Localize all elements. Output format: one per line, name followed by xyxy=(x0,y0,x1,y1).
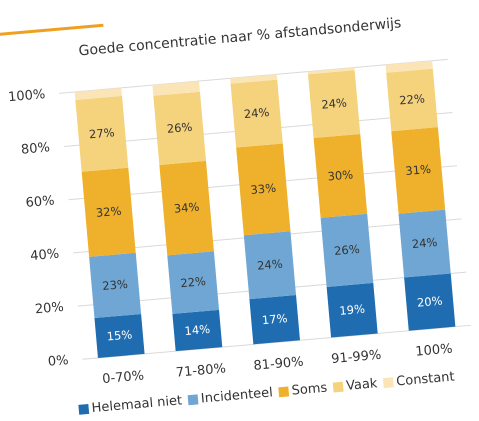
legend-label: Soms xyxy=(291,381,328,399)
data-label: 30% xyxy=(327,167,354,183)
bar-segment xyxy=(398,209,451,278)
bar-segment xyxy=(75,95,129,172)
bar-segment xyxy=(313,133,368,218)
y-tick-label: 100% xyxy=(8,87,46,105)
y-tick-label: 80% xyxy=(20,140,50,157)
bar-segment xyxy=(230,79,283,148)
bar-segment xyxy=(230,74,278,84)
bar-segment xyxy=(243,231,297,300)
bar-segment xyxy=(89,252,142,319)
y-tick-label: 60% xyxy=(25,193,55,210)
accent-line xyxy=(0,23,104,39)
legend-swatch xyxy=(382,377,394,389)
legend-swatch xyxy=(187,394,199,406)
data-label: 22% xyxy=(399,91,426,107)
bar-segment xyxy=(386,68,438,132)
data-label: 27% xyxy=(88,125,115,141)
x-tick-label: 0-70% xyxy=(102,369,145,388)
bar-segment xyxy=(236,143,291,236)
bar-segment xyxy=(167,251,220,314)
data-label: 24% xyxy=(411,235,438,251)
data-label: 14% xyxy=(184,322,211,338)
x-tick-label: 100% xyxy=(415,342,453,360)
legend-swatch xyxy=(278,386,290,398)
bar-segment xyxy=(159,160,214,256)
x-tick-label: 91-99% xyxy=(331,348,382,367)
data-label: 34% xyxy=(173,200,200,216)
bar-segment xyxy=(172,309,223,352)
data-label: 22% xyxy=(180,274,207,290)
y-tick-label: 20% xyxy=(34,300,64,317)
bar-segment xyxy=(249,295,300,345)
bar-segment xyxy=(320,213,374,288)
legend-label: Incidenteel xyxy=(200,385,273,406)
data-label: 26% xyxy=(334,242,361,258)
bar-segment xyxy=(326,282,378,338)
bar-segment xyxy=(404,273,456,331)
y-tick-label: 0% xyxy=(47,353,69,370)
legend-swatch xyxy=(332,381,344,393)
data-label: 20% xyxy=(416,294,443,310)
bar-segment xyxy=(94,313,145,358)
bar-segment xyxy=(81,167,136,257)
bar-segment xyxy=(308,70,361,139)
data-label: 32% xyxy=(95,204,122,220)
bar-segment xyxy=(385,60,433,73)
legend-label: Vaak xyxy=(345,376,378,394)
data-label: 15% xyxy=(106,327,133,343)
data-label: 19% xyxy=(339,302,366,318)
data-label: 33% xyxy=(250,181,277,197)
data-label: 24% xyxy=(243,105,270,121)
x-tick-label: 71-80% xyxy=(175,361,226,380)
data-label: 23% xyxy=(102,277,129,293)
legend-label: Constant xyxy=(396,369,456,389)
bar-segment xyxy=(307,67,355,75)
x-tick-label: 81-90% xyxy=(253,355,304,374)
y-tick-label: 40% xyxy=(30,247,60,264)
data-label: 24% xyxy=(257,257,284,273)
bar-segment xyxy=(153,91,206,165)
bar-segment xyxy=(152,81,200,96)
data-label: 31% xyxy=(405,162,432,178)
data-label: 24% xyxy=(321,96,348,112)
data-label: 17% xyxy=(261,311,288,327)
bar-segment xyxy=(74,87,123,100)
bar-segment xyxy=(391,127,446,214)
data-label: 26% xyxy=(166,120,193,136)
legend-swatch xyxy=(78,403,90,415)
